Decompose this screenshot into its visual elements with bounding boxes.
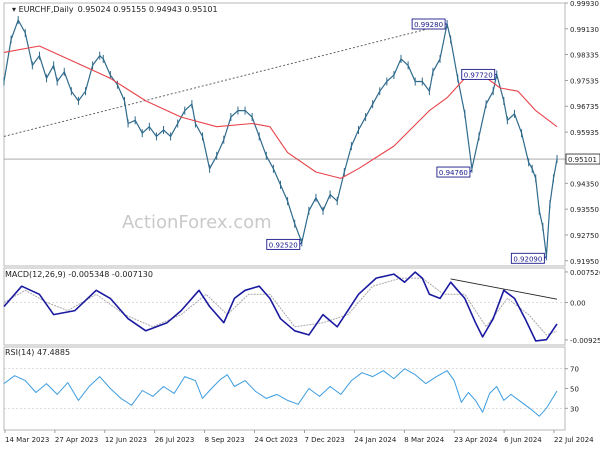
x-tick-label: 8 Mar 2024 [404, 436, 444, 444]
y-tick-label: 0.98335 [570, 52, 599, 60]
chevron-down-icon: ▾ [12, 5, 19, 14]
x-tick-label: 6 Jun 2024 [504, 436, 542, 444]
current-price-box [565, 153, 600, 165]
macd-signal-line [3, 277, 558, 336]
x-tick-label: 14 Mar 2023 [5, 436, 49, 444]
y-tick-label: 0.94350 [570, 180, 599, 188]
moving-average-line [3, 45, 558, 179]
x-tick-label: 26 Jul 2023 [155, 436, 195, 444]
x-tick-label: 22 Jul 2024 [554, 436, 594, 444]
y-tick-label: 0.96735 [570, 103, 599, 111]
x-tick-label: 8 Sep 2023 [205, 436, 245, 444]
rsi-title: RSI(14) 47.4885 [5, 348, 70, 357]
x-tick-label: 23 Apr 2024 [454, 436, 498, 444]
current-price-label: 0.95101 [568, 156, 597, 164]
macd-title: MACD(12,26,9) -0.005348 -0.007130 [5, 270, 153, 279]
y-tick-label: 30 [570, 405, 579, 413]
y-tick-label: 0.007526 [570, 269, 600, 277]
rsi-panel: 70 50 30 [3, 346, 579, 431]
ohlc-values: 0.95024 0.95155 0.94943 0.95101 [78, 5, 218, 14]
y-tick-label: 0.99130 [570, 26, 599, 34]
swing-label: 0.94760 [439, 169, 468, 177]
x-axis: 14 Mar 2023 27 Apr 2023 12 Jun 2023 26 Jul … [4, 430, 594, 444]
x-tick-label: 7 Dec 2023 [304, 436, 344, 444]
y-tick-label: 0.00 [570, 299, 586, 307]
price-panel-frame [3, 2, 566, 267]
y-tick-label: -0.009252 [570, 337, 600, 345]
y-tick-label: 0.95935 [570, 129, 599, 137]
x-tick-label: 27 Apr 2023 [55, 436, 98, 444]
price-trendline [3, 23, 448, 137]
chart-title: ▾ EURCHF,Daily 0.95024 0.95155 0.94943 0.… [12, 5, 218, 14]
y-tick-label: 0.97535 [570, 77, 599, 85]
y-tick-label: 0.91950 [570, 258, 599, 266]
watermark: ActionForex.com [122, 212, 272, 233]
swing-label: 0.97720 [464, 71, 493, 79]
y-tick-label: 0.92750 [570, 232, 599, 240]
x-tick-label: 12 Jun 2023 [105, 436, 147, 444]
macd-panel: 0.007526 0.00 -0.009252 [3, 267, 600, 346]
swing-label-connector [469, 169, 473, 173]
price-panel: 0.99930 0.99130 0.98335 0.97535 0.96735 0.959… [3, 0, 600, 267]
y-tick-label: 0.93550 [570, 206, 599, 214]
rsi-line [3, 368, 558, 417]
x-tick-label: 24 Oct 2023 [255, 436, 298, 444]
swing-label-connector [299, 242, 303, 245]
swing-label-connector [544, 256, 547, 259]
swing-label: 0.92520 [269, 241, 298, 249]
y-tick-label: 0.99930 [570, 0, 599, 8]
y-tick-label: 70 [570, 366, 579, 374]
macd-trendline [450, 278, 558, 300]
y-tick-label: 50 [570, 386, 579, 394]
swing-label: 0.99280 [414, 21, 443, 29]
symbol-timeframe: EURCHF,Daily [19, 5, 74, 14]
macd-line [3, 271, 558, 342]
x-tick-label: 24 Jan 2024 [354, 436, 397, 444]
swing-label: 0.92090 [513, 255, 542, 263]
